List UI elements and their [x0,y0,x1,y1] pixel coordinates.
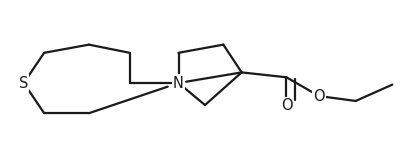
Text: O: O [280,98,292,113]
Text: S: S [19,76,28,90]
Text: N: N [173,76,184,90]
Text: O: O [312,88,324,104]
